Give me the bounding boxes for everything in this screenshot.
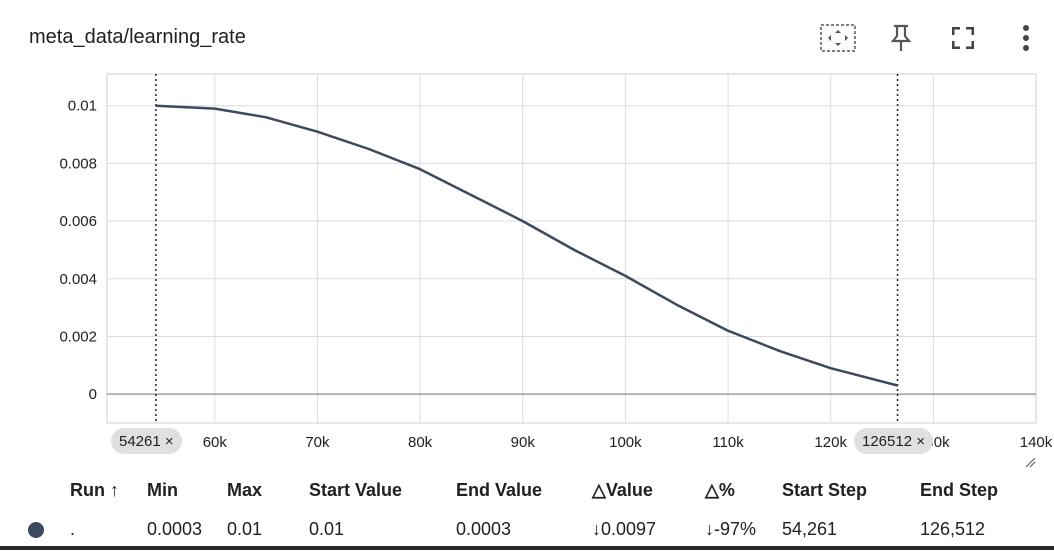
more-vert-icon — [1023, 25, 1029, 51]
max-cell: 0.01 — [227, 518, 263, 539]
table-header-max[interactable]: Max — [227, 479, 263, 500]
plot-frame — [106, 73, 1037, 424]
data-point — [896, 384, 899, 387]
run-color-dot — [28, 521, 44, 538]
y-tick-label: 0.008 — [59, 155, 97, 172]
x-tick-label: 140k — [1020, 434, 1053, 450]
table-row[interactable]: . 0.0003 0.01 0.01 0.0003 ↓0.0097 ↓-97% … — [28, 506, 1010, 552]
card-title: meta_data/learning_rate — [29, 26, 246, 48]
y-tick-label: 0.004 — [59, 271, 97, 288]
data-point — [155, 104, 157, 107]
table-header-color — [28, 474, 70, 506]
table-header-min[interactable]: Min — [147, 479, 178, 500]
table-header-run[interactable]: Run ↑ — [70, 479, 119, 500]
table-header-start-value[interactable]: Start Value — [309, 479, 403, 500]
more-options-button[interactable] — [1008, 20, 1044, 56]
data-point — [213, 107, 216, 110]
table-header-start-step[interactable]: Start Step — [782, 479, 868, 500]
start-step-cell: 54,261 — [782, 518, 838, 539]
fullscreen-icon — [952, 27, 974, 49]
y-tick-label: 0 — [89, 386, 97, 403]
resize-handle-icon[interactable] — [1024, 456, 1036, 468]
data-point — [367, 148, 370, 150]
table-header-end-value[interactable]: End Value — [456, 479, 543, 500]
data-point — [521, 220, 524, 222]
run-name-cell: . — [70, 518, 76, 539]
start-step-chip[interactable]: 54261 × — [111, 428, 182, 454]
y-tick-label: 0.006 — [59, 213, 97, 230]
end-value-cell: 0.0003 — [456, 518, 512, 539]
line-chart[interactable]: 60k 70k 80k 90k 100k 110k 120k 130k 140k00.0020.… — [0, 60, 1054, 450]
table-header-delta-pct[interactable]: △% — [705, 479, 735, 500]
x-tick-label: 60k — [203, 434, 228, 450]
fullscreen-button[interactable] — [945, 20, 981, 56]
y-tick-label: 0.01 — [68, 98, 97, 115]
data-point — [265, 116, 267, 119]
x-tick-label: 90k — [511, 434, 536, 450]
bottom-divider — [0, 546, 1054, 550]
fit-domain-button[interactable] — [820, 20, 856, 56]
data-point — [624, 275, 627, 277]
fit-domain-icon — [820, 24, 856, 52]
data-point — [829, 367, 832, 369]
x-tick-label: 120k — [814, 434, 847, 450]
x-tick-label: 70k — [305, 434, 330, 450]
data-point — [316, 130, 319, 133]
end-step-chip-label: 126512 × — [862, 432, 925, 450]
pin-button[interactable] — [883, 20, 919, 56]
data-point — [778, 350, 781, 352]
data-point — [573, 249, 575, 251]
data-point — [419, 168, 421, 170]
delta-value-cell: ↓0.0097 — [592, 518, 657, 539]
x-tick-label: 110k — [712, 434, 744, 450]
pin-icon — [890, 24, 912, 51]
data-point — [675, 303, 678, 306]
start-step-chip-label: 54261 × — [119, 432, 174, 450]
runs-table: Run ↑ Min Max Start Value End Value △Val… — [28, 474, 1010, 552]
y-tick-label: 0.002 — [59, 328, 97, 345]
min-cell: 0.0003 — [147, 518, 203, 539]
run-color-cell — [28, 506, 70, 552]
delta-pct-cell: ↓-97% — [705, 518, 757, 539]
end-step-cell: 126,512 — [920, 518, 986, 539]
data-point — [470, 194, 473, 196]
end-step-chip[interactable]: 126512 × — [854, 428, 933, 454]
table-header-delta-value[interactable]: △Value — [592, 479, 653, 500]
x-tick-label: 80k — [408, 434, 433, 450]
series-line — [155, 104, 898, 387]
table-header-row: Run ↑ Min Max Start Value End Value △Val… — [28, 474, 1010, 506]
x-tick-label: 100k — [609, 434, 642, 450]
data-point — [727, 329, 729, 332]
table-header-end-step[interactable]: End Step — [920, 479, 999, 500]
start-value-cell: 0.01 — [309, 518, 345, 539]
